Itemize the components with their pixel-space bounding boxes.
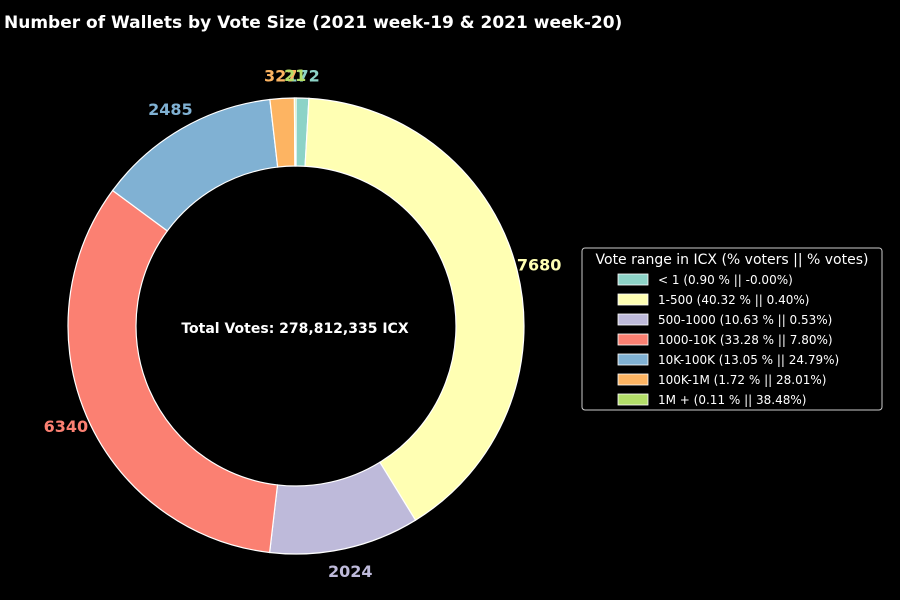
center-total-votes: Total Votes: 278,812,335 ICX xyxy=(181,321,408,337)
slice-label-500-1000: 2024 xyxy=(328,562,373,581)
slice-1000-10k xyxy=(67,189,279,554)
legend-swatch-1000-10k xyxy=(617,333,649,346)
legend-entry-1: < 1 (0.90 % || -0.00%) xyxy=(658,273,793,287)
slice-label-1-500: 7680 xyxy=(517,256,562,275)
chart-title: Number of Wallets by Vote Size (2021 wee… xyxy=(4,13,622,33)
legend-swatch-1 xyxy=(617,273,649,286)
slice-label-1000-10k: 6340 xyxy=(44,417,89,436)
legend-swatch-100k-1m xyxy=(617,373,649,386)
legend-entry-10k-100k: 10K-100K (13.05 % || 24.79%) xyxy=(658,353,839,367)
legend-title: Vote range in ICX (% voters || % votes) xyxy=(596,252,869,268)
slice-label-10k-100k: 2485 xyxy=(148,100,193,119)
slice-label-100k-1m: 327 xyxy=(264,67,297,86)
donut-slices xyxy=(67,97,525,555)
legend-entry-1m: 1M + (0.11 % || 38.48%) xyxy=(658,393,806,407)
legend-swatch-10k-100k xyxy=(617,353,649,366)
legend-box xyxy=(581,247,883,411)
legend-entry-1000-10k: 1000-10K (33.28 % || 7.80%) xyxy=(658,333,833,347)
slice-label-1m: 21 xyxy=(284,66,306,85)
legend-entry-100k-1m: 100K-1M (1.72 % || 28.01%) xyxy=(658,373,826,387)
legend: Vote range in ICX (% voters || % votes) … xyxy=(581,247,883,411)
legend-swatch-500-1000 xyxy=(617,313,649,326)
slice-1-500 xyxy=(304,97,525,522)
legend-entry-500-1000: 500-1000 (10.63 % || 0.53%) xyxy=(658,313,832,327)
legend-swatch-1m xyxy=(617,393,649,406)
legend-entry-1-500: 1-500 (40.32 % || 0.40%) xyxy=(658,293,809,307)
slice-label-1: 172 xyxy=(286,66,319,85)
slice-1m xyxy=(293,97,297,167)
legend-swatch-1-500 xyxy=(617,293,649,306)
